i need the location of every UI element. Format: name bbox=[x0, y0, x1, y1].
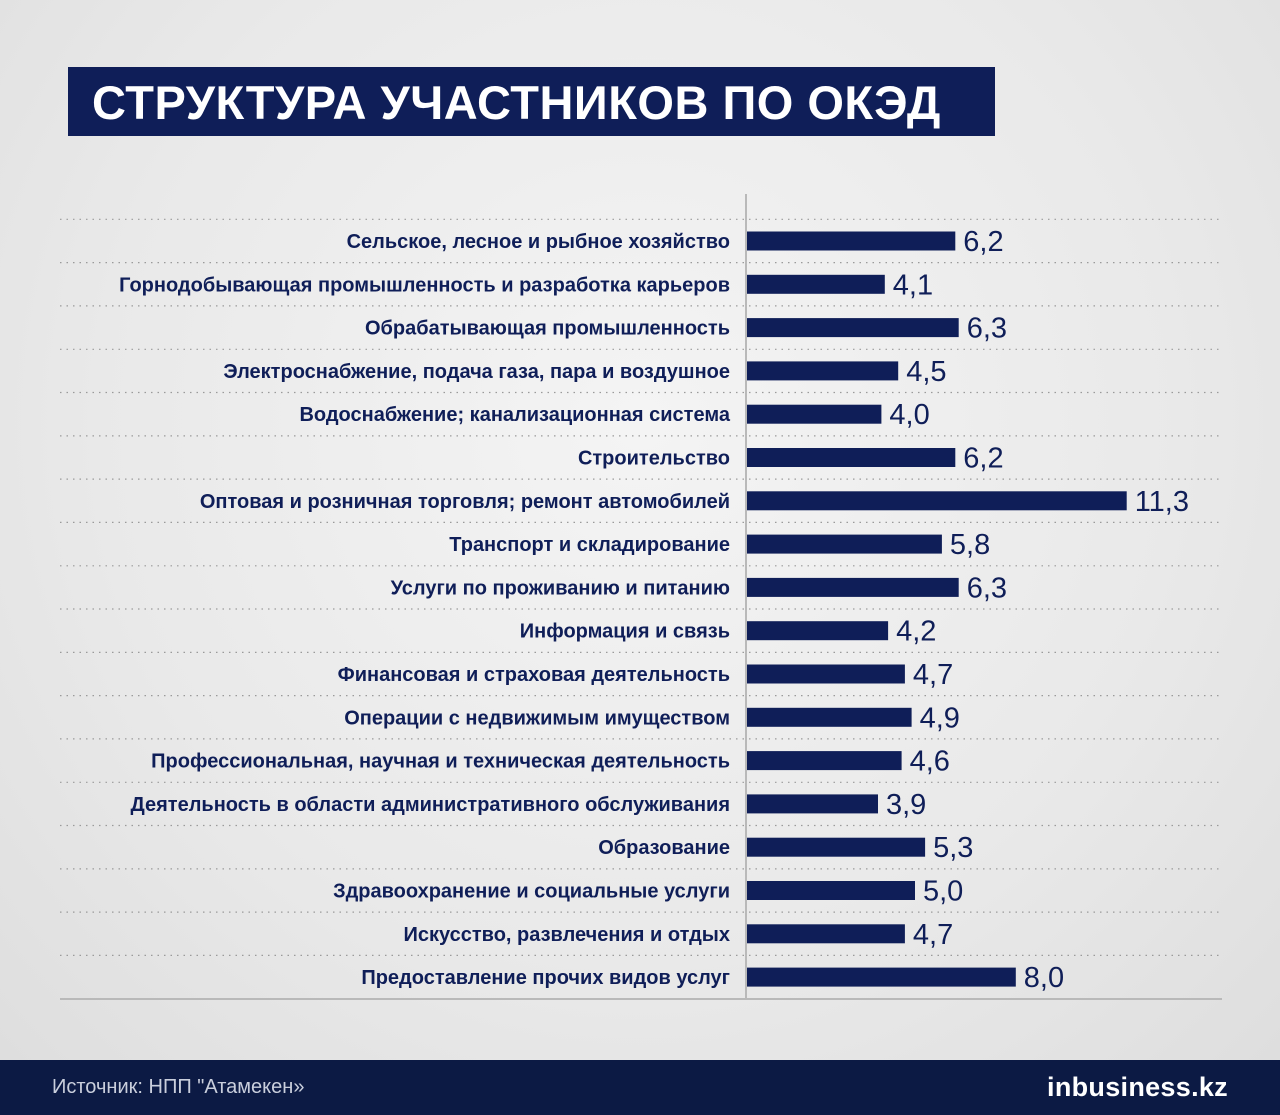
bar bbox=[747, 881, 915, 900]
category-label: Обрабатывающая промышленность bbox=[365, 318, 730, 340]
value-label: 4,2 bbox=[896, 616, 936, 648]
value-label: 4,7 bbox=[913, 659, 953, 691]
value-label: 4,0 bbox=[889, 399, 929, 431]
value-label: 6,3 bbox=[967, 313, 1007, 345]
bar bbox=[747, 621, 889, 641]
value-label: 6,2 bbox=[963, 443, 1003, 475]
category-label: Транспорт и складирование bbox=[449, 534, 730, 556]
value-label: 5,8 bbox=[950, 529, 990, 561]
category-label: Здравоохранение и социальные услуги bbox=[333, 881, 730, 903]
inbusiness-logo: inbusiness.kz bbox=[1047, 1072, 1228, 1102]
value-label: 3,9 bbox=[886, 789, 926, 821]
bar bbox=[747, 231, 956, 251]
bar bbox=[747, 577, 959, 597]
value-label: 6,2 bbox=[963, 226, 1003, 258]
bar bbox=[747, 361, 899, 381]
value-label: 4,5 bbox=[906, 356, 946, 388]
value-label: 5,3 bbox=[933, 832, 973, 864]
category-label: Строительство bbox=[578, 448, 730, 470]
category-label: Сельское, лесное и рыбное хозяйство bbox=[347, 231, 730, 253]
bar bbox=[747, 664, 905, 684]
value-label: 4,1 bbox=[893, 269, 933, 301]
footer-bar bbox=[0, 1060, 1280, 1115]
value-label: 4,9 bbox=[920, 702, 960, 734]
chart-title: СТРУКТУРА УЧАСТНИКОВ ПО ОКЭД bbox=[92, 76, 941, 129]
category-label: Электроснабжение, подача газа, пара и во… bbox=[223, 361, 730, 383]
category-label: Финансовая и страховая деятельность bbox=[338, 664, 730, 686]
value-label: 11,3 bbox=[1135, 486, 1189, 518]
value-label: 8,0 bbox=[1024, 962, 1064, 994]
bar bbox=[747, 967, 1016, 987]
title-banner bbox=[68, 67, 995, 136]
category-label: Горнодобывающая промышленность и разрабо… bbox=[119, 274, 730, 296]
category-label: Информация и связь bbox=[520, 621, 730, 643]
category-label: Водоснабжение; канализационная система bbox=[299, 404, 730, 426]
bar bbox=[747, 318, 959, 338]
bar-chart: Сельское, лесное и рыбное хозяйство 6,2 Го… bbox=[60, 194, 1222, 1000]
category-label: Профессиональная, научная и техническая … bbox=[151, 751, 730, 773]
bar bbox=[747, 751, 902, 771]
value-label: 4,7 bbox=[913, 919, 953, 951]
category-label: Предоставление прочих видов услуг bbox=[361, 967, 730, 989]
bar bbox=[747, 707, 912, 727]
source-note: Источник: НПП "Атамекен» bbox=[52, 1076, 305, 1098]
category-label: Искусство, развлечения и отдых bbox=[404, 924, 731, 946]
value-label: 5,0 bbox=[923, 876, 963, 908]
value-label: 4,6 bbox=[910, 746, 950, 778]
category-label: Образование bbox=[598, 837, 730, 859]
bar bbox=[747, 924, 905, 944]
bar bbox=[747, 794, 878, 814]
value-label: 6,3 bbox=[967, 572, 1007, 604]
bar bbox=[747, 274, 885, 294]
category-label: Деятельность в области административного… bbox=[130, 794, 730, 816]
bar bbox=[747, 491, 1127, 511]
category-label: Операции с недвижимым имуществом bbox=[344, 707, 730, 729]
bar bbox=[747, 534, 942, 554]
category-label: Оптовая и розничная торговля; ремонт авт… bbox=[200, 491, 730, 513]
background bbox=[0, 0, 1280, 1060]
bar bbox=[747, 448, 956, 467]
bar bbox=[747, 837, 926, 857]
category-label: Услуги по проживанию и питанию bbox=[391, 577, 730, 599]
bar bbox=[747, 404, 882, 424]
